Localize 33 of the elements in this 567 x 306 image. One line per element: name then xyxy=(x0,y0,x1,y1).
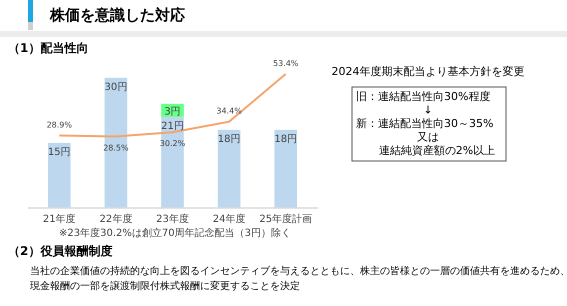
x-tick-label: 22年度 xyxy=(100,213,132,225)
data-label: 15円 xyxy=(48,146,71,158)
data-label: 28.5% xyxy=(103,143,129,152)
data-label: 30.2% xyxy=(160,139,186,148)
x-tick-label: 23年度 xyxy=(156,213,189,225)
x-tick-label: 24年度 xyxy=(212,213,246,225)
bar xyxy=(48,142,71,208)
text: 当社の企業価値の持続的な向上を図るインセンティブを与えるとともに、株主の皆様との一層の価値共有を進めるため、 xyxy=(30,265,567,277)
bar xyxy=(274,130,298,208)
bar xyxy=(161,116,184,208)
bar xyxy=(104,78,128,208)
text: 旧：連結配当性向30%程度 xyxy=(356,90,490,103)
data-label: 28.9% xyxy=(46,120,72,130)
text: ※23年度30.2%は創立70周年記念配当（3円）除く xyxy=(59,227,291,239)
text: ↓ xyxy=(423,104,433,116)
data-label: 18円 xyxy=(274,134,298,145)
x-tick-label: 21年度 xyxy=(42,213,76,225)
text: （2）役員報酬制度 xyxy=(8,244,112,258)
text: 2024年度期末配当より基本方針を変更 xyxy=(332,65,524,78)
text: 又は xyxy=(417,130,439,144)
data-label: 34.4% xyxy=(216,106,242,116)
data-label: 21円 xyxy=(161,120,184,132)
x-tick-label: 25年度計画 xyxy=(259,213,312,225)
chart-subtitle: （1）配当性向 xyxy=(8,41,88,55)
data-label: 30円 xyxy=(104,82,128,93)
text: 現金報酬の一部を譲渡制限付株式報酬に変更することを決定 xyxy=(30,280,300,292)
text: 連結純資産額の2%以上 xyxy=(378,144,496,157)
data-label: 3円 xyxy=(164,106,181,118)
bar xyxy=(218,130,240,208)
data-label: 53.4% xyxy=(272,59,299,68)
chart-title: 株価を意識した対応 xyxy=(49,6,185,24)
text: 新：連結配当性向30～35% xyxy=(356,117,494,130)
data-label: 18円 xyxy=(218,134,240,145)
